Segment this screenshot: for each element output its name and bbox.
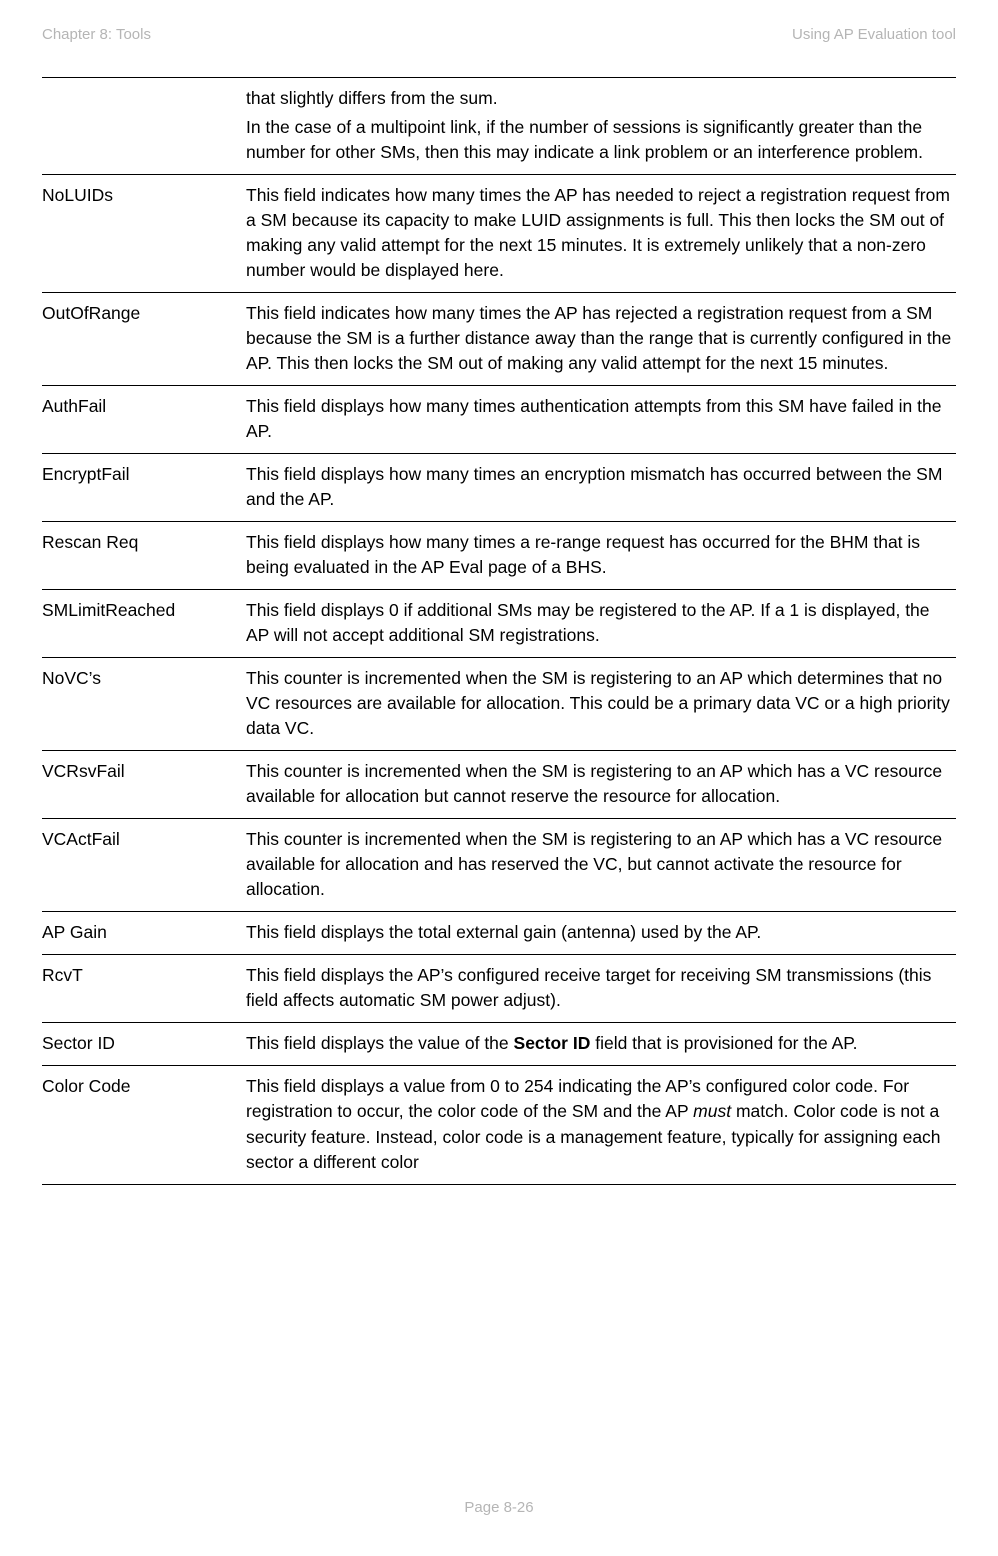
table-row: OutOfRangeThis field indicates how many …	[42, 293, 956, 386]
term-cell: VCActFail	[42, 819, 246, 912]
text-segment: that slightly differs from the sum.	[246, 88, 498, 108]
description-paragraph: This field displays how many times a re-…	[246, 530, 952, 580]
table-row: Rescan ReqThis field displays how many t…	[42, 522, 956, 590]
text-segment: This counter is incremented when the SM …	[246, 761, 942, 806]
description-cell: This counter is incremented when the SM …	[246, 658, 956, 751]
header-right: Using AP Evaluation tool	[792, 26, 956, 43]
text-segment: This field displays how many times an en…	[246, 464, 942, 509]
term-cell: Sector ID	[42, 1023, 246, 1066]
text-segment: This field displays the AP’s configured …	[246, 965, 931, 1010]
description-paragraph: This counter is incremented when the SM …	[246, 666, 952, 741]
table-row: Sector IDThis field displays the value o…	[42, 1023, 956, 1066]
description-cell: This field indicates how many times the …	[246, 175, 956, 293]
term-cell: RcvT	[42, 955, 246, 1023]
term-cell: NoVC’s	[42, 658, 246, 751]
text-segment: This field displays how many times authe…	[246, 396, 941, 441]
table-row: RcvTThis field displays the AP’s configu…	[42, 955, 956, 1023]
term-cell: Color Code	[42, 1066, 246, 1184]
term-cell: SMLimitReached	[42, 590, 246, 658]
page: Chapter 8: Tools Using AP Evaluation too…	[0, 0, 998, 1556]
table-row: NoVC’sThis counter is incremented when t…	[42, 658, 956, 751]
table-row: AP GainThis field displays the total ext…	[42, 912, 956, 955]
definitions-body: that slightly differs from the sum. In th…	[42, 78, 956, 1185]
term-cell: OutOfRange	[42, 293, 246, 386]
term-cell: AP Gain	[42, 912, 246, 955]
term-cell: VCRsvFail	[42, 751, 246, 819]
description-paragraph: This counter is incremented when the SM …	[246, 827, 952, 902]
description-paragraph: This field displays how many times an en…	[246, 462, 952, 512]
description-paragraph: This field displays the value of the Sec…	[246, 1031, 952, 1056]
text-segment: This field displays the total external g…	[246, 922, 761, 942]
text-segment: In the case of a multipoint link, if the…	[246, 117, 923, 162]
text-segment: This counter is incremented when the SM …	[246, 668, 950, 738]
header-left: Chapter 8: Tools	[42, 26, 151, 43]
term-cell: EncryptFail	[42, 454, 246, 522]
text-segment: This field displays 0 if additional SMs …	[246, 600, 930, 645]
description-paragraph: This field displays how many times authe…	[246, 394, 952, 444]
description-paragraph: In the case of a multipoint link, if the…	[246, 115, 952, 165]
table-row: NoLUIDsThis field indicates how many tim…	[42, 175, 956, 293]
description-paragraph: This field displays the total external g…	[246, 920, 952, 945]
description-cell: This field displays the AP’s configured …	[246, 955, 956, 1023]
text-segment: This field indicates how many times the …	[246, 303, 951, 373]
description-cell: This counter is incremented when the SM …	[246, 819, 956, 912]
term-cell	[42, 78, 246, 175]
term-cell: NoLUIDs	[42, 175, 246, 293]
row-divider	[42, 1184, 956, 1185]
description-paragraph: This field displays a value from 0 to 25…	[246, 1074, 952, 1174]
description-cell: that slightly differs from the sum. In th…	[246, 78, 956, 175]
description-paragraph: that slightly differs from the sum.	[246, 86, 952, 111]
description-cell: This field displays the total external g…	[246, 912, 956, 955]
table-row: VCActFailThis counter is incremented whe…	[42, 819, 956, 912]
description-paragraph: This field displays 0 if additional SMs …	[246, 598, 952, 648]
description-cell: This field displays how many times an en…	[246, 454, 956, 522]
description-cell: This field displays how many times authe…	[246, 386, 956, 454]
description-cell: This field displays how many times a re-…	[246, 522, 956, 590]
text-segment: This field indicates how many times the …	[246, 185, 950, 280]
table-row: SMLimitReachedThis field displays 0 if a…	[42, 590, 956, 658]
page-footer: Page 8-26	[0, 1499, 998, 1516]
description-cell: This field displays 0 if additional SMs …	[246, 590, 956, 658]
table-row: AuthFailThis field displays how many tim…	[42, 386, 956, 454]
description-paragraph: This field indicates how many times the …	[246, 301, 952, 376]
description-cell: This field displays a value from 0 to 25…	[246, 1066, 956, 1184]
description-paragraph: This field indicates how many times the …	[246, 183, 952, 283]
text-segment: This field displays how many times a re-…	[246, 532, 920, 577]
term-cell: AuthFail	[42, 386, 246, 454]
text-segment: Sector ID	[514, 1033, 591, 1053]
description-cell: This field displays the value of the Sec…	[246, 1023, 956, 1066]
term-cell: Rescan Req	[42, 522, 246, 590]
description-cell: This counter is incremented when the SM …	[246, 751, 956, 819]
table-row: EncryptFailThis field displays how many …	[42, 454, 956, 522]
description-cell: This field indicates how many times the …	[246, 293, 956, 386]
text-segment: must	[693, 1101, 731, 1121]
text-segment: This counter is incremented when the SM …	[246, 829, 942, 899]
text-segment: field that is provisioned for the AP.	[590, 1033, 857, 1053]
running-header: Chapter 8: Tools Using AP Evaluation too…	[42, 26, 956, 43]
text-segment: This field displays the value of the	[246, 1033, 514, 1053]
table-row: VCRsvFailThis counter is incremented whe…	[42, 751, 956, 819]
table-row: Color CodeThis field displays a value fr…	[42, 1066, 956, 1184]
definitions-table: that slightly differs from the sum. In th…	[42, 77, 956, 1185]
table-row: that slightly differs from the sum. In th…	[42, 78, 956, 175]
description-paragraph: This counter is incremented when the SM …	[246, 759, 952, 809]
description-paragraph: This field displays the AP’s configured …	[246, 963, 952, 1013]
